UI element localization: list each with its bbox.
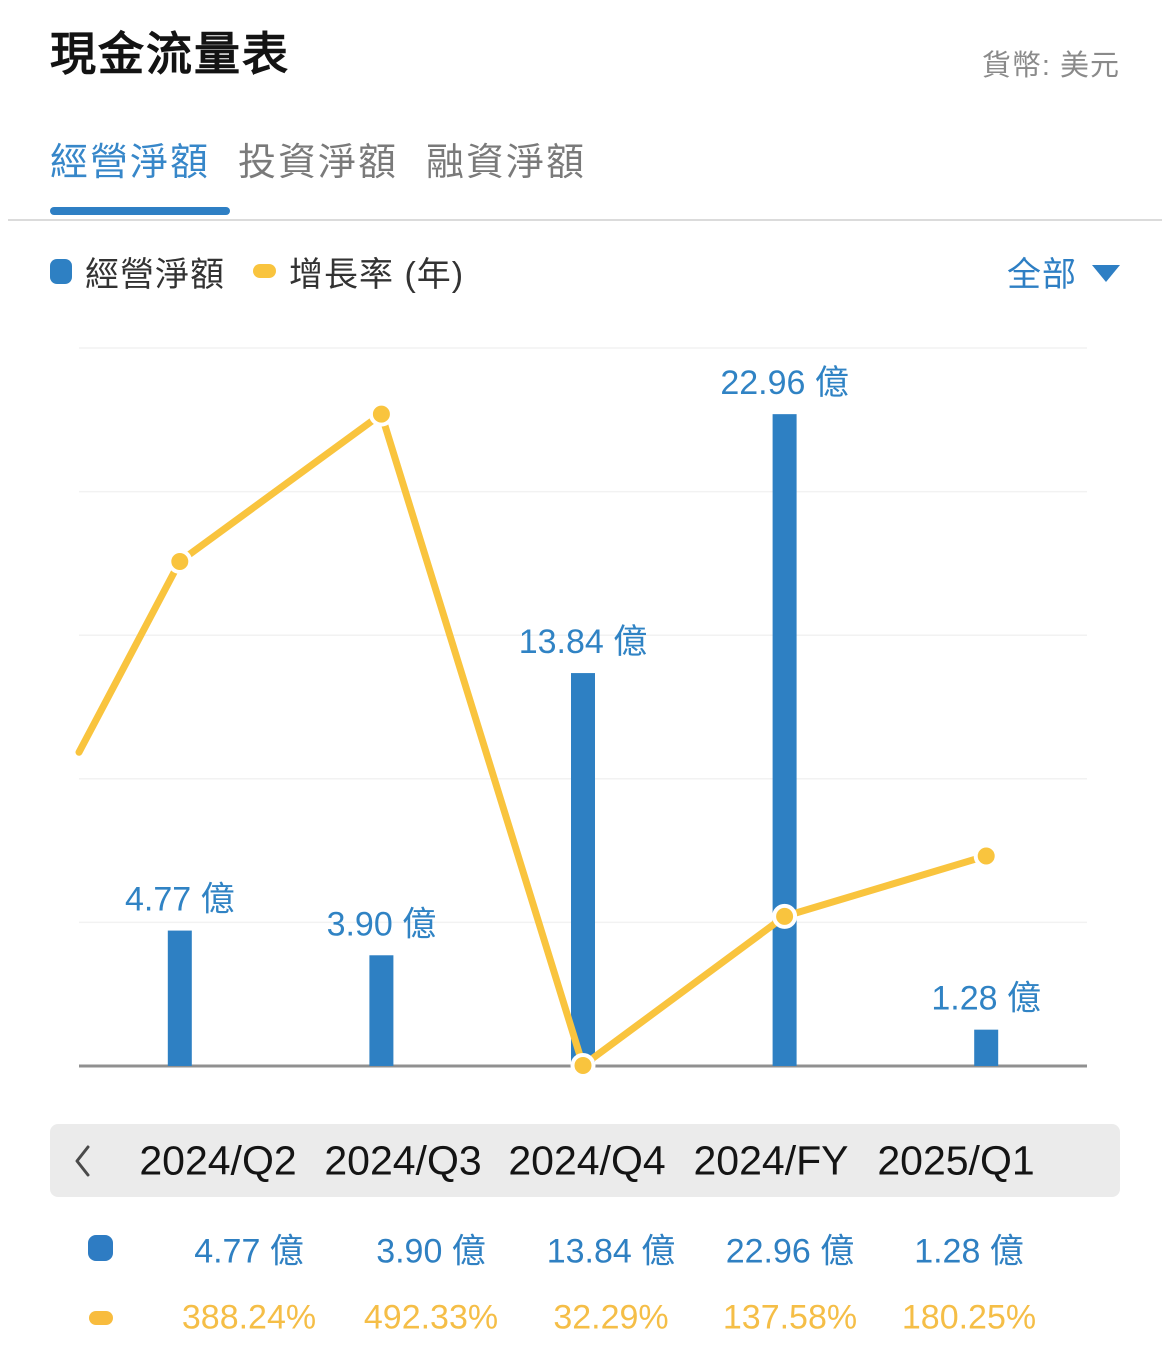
- growth-point-2024/Q3[interactable]: [368, 401, 394, 427]
- period-label-2025-q1[interactable]: 2025/Q1: [877, 1137, 1035, 1183]
- line-series-label: 增長率 (年): [289, 255, 465, 294]
- bar-value-label: 1.28 億: [931, 980, 1041, 1018]
- bar-value-2024-q4: 13.84 億: [546, 1232, 676, 1271]
- page-title: 現金流量表: [50, 28, 290, 80]
- growth-point-2024/FY[interactable]: [772, 903, 798, 929]
- growth-values-row: 388.24% 492.33% 32.29% 137.58% 180.25%: [0, 1296, 1170, 1340]
- tabs: 經營淨額 投資淨額 融資淨額: [50, 131, 586, 186]
- bar-2025/Q1[interactable]: [974, 1029, 999, 1066]
- growth-rate-line: [75, 410, 990, 1069]
- bar-value-label: 22.96 億: [720, 364, 849, 402]
- growth-value-2024-q4: 32.29%: [553, 1298, 669, 1337]
- growth-point-2024/Q2[interactable]: [167, 548, 193, 574]
- bar-value-2024-fy: 22.96 億: [725, 1232, 855, 1271]
- tab-financing-net[interactable]: 融資淨額: [426, 142, 587, 184]
- bar-2024/FY[interactable]: [772, 414, 797, 1066]
- growth-value-2024-q2: 388.24%: [181, 1298, 317, 1337]
- bar-values-row: 4.77 億 3.90 億 13.84 億 22.96 億 1.28 億: [0, 1226, 1170, 1271]
- chevron-left-icon[interactable]: [74, 1144, 90, 1178]
- growth-point-2024/Q4[interactable]: [570, 1052, 596, 1078]
- growth-point-2025/Q1[interactable]: [973, 843, 999, 869]
- bar-value-label: 13.84 億: [519, 623, 648, 661]
- period-label-2024-fy[interactable]: 2024/FY: [693, 1137, 849, 1183]
- bar-value-label: 3.90 億: [327, 905, 437, 943]
- range-dropdown-label: 全部: [1007, 255, 1077, 294]
- period-label-2024-q3[interactable]: 2024/Q3: [324, 1137, 482, 1183]
- bar-2024/Q2[interactable]: [167, 930, 192, 1066]
- chevron-down-icon: [1092, 264, 1120, 282]
- line-series-row-icon: [89, 1311, 113, 1325]
- tab-operating-net[interactable]: 經營淨額: [50, 142, 211, 184]
- line-series-swatch-icon: [253, 264, 276, 278]
- active-tab-underline: [50, 207, 230, 215]
- combo-chart: 4.77 億 3.90 億 13.84 億 22.96 億 1.28 億: [75, 347, 1087, 1078]
- bar-series-row-icon: [88, 1235, 113, 1261]
- bar-value-2024-q3: 3.90 億: [376, 1232, 486, 1271]
- bar-value-2025-q1: 1.28 億: [914, 1232, 1024, 1271]
- period-label-2024-q4[interactable]: 2024/Q4: [508, 1137, 666, 1183]
- bar-2024/Q3[interactable]: [369, 955, 394, 1066]
- bar-value-label: 4.77 億: [125, 881, 235, 919]
- tabs-divider: [8, 219, 1162, 221]
- growth-value-2024-fy: 137.58%: [722, 1298, 858, 1337]
- bar-series-swatch-icon: [50, 258, 72, 284]
- tab-investing-net[interactable]: 投資淨額: [238, 142, 399, 184]
- chart-legend: 經營淨額 增長率 (年) 全部: [50, 251, 1120, 294]
- range-dropdown[interactable]: 全部: [1007, 247, 1120, 296]
- growth-value-2025-q1: 180.25%: [901, 1298, 1037, 1337]
- period-label-2024-q2[interactable]: 2024/Q2: [139, 1137, 297, 1183]
- currency-label: 貨幣: 美元: [981, 50, 1120, 82]
- bar-series-label: 經營淨額: [85, 255, 225, 294]
- growth-value-2024-q3: 492.33%: [363, 1298, 499, 1337]
- bar-2024/Q4[interactable]: [571, 673, 595, 1066]
- period-selector: 2024/Q2 2024/Q3 2024/Q4 2024/FY 2025/Q1: [50, 1124, 1120, 1197]
- bar-value-2024-q2: 4.77 億: [194, 1232, 304, 1271]
